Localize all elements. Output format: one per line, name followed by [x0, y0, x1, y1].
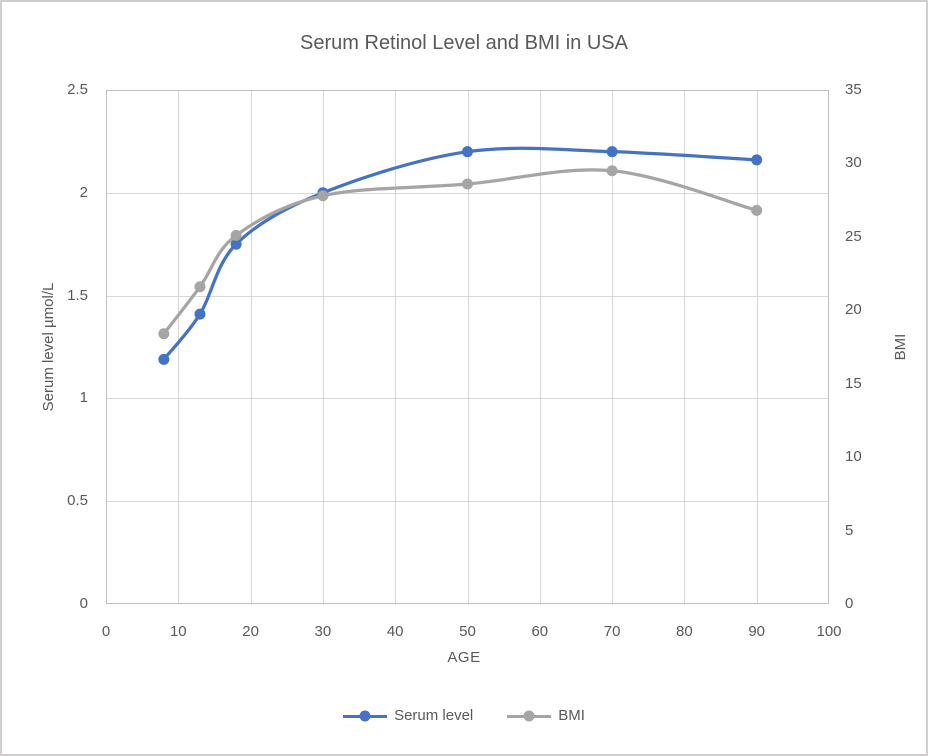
x-axis-tick-label: 30: [314, 623, 332, 640]
x-axis-tick-label: 20: [242, 623, 259, 640]
serum-level-data-point-marker: [606, 146, 618, 158]
plot-area: [106, 90, 829, 604]
x-axis-tick-label: 100: [816, 623, 842, 640]
bmi-data-point-marker: [194, 281, 206, 293]
chart-title: Serum Retinol Level and BMI in USA: [300, 32, 628, 54]
legend-item-serum-level: Serum level: [343, 706, 473, 726]
y-axis-title-left: Serum level µmol/L: [40, 282, 57, 412]
x-axis-tick-label: 40: [386, 623, 404, 640]
x-axis-tick-label: 50: [459, 623, 476, 640]
x-axis-tick-label: 90: [748, 623, 766, 640]
y-axis-right-tick-label: 25: [845, 227, 862, 245]
y-axis-title-right: BMI: [892, 333, 909, 361]
x-axis-title: AGE: [447, 649, 481, 666]
bmi-data-point-marker: [462, 178, 473, 190]
y-axis-right-tick-label: 0: [845, 595, 854, 612]
x-axis-tick-label: 80: [676, 623, 693, 640]
serum-level-data-point-marker: [194, 308, 206, 320]
serum-level-legend-marker-icon: [343, 710, 388, 722]
serum-level-data-point-marker: [462, 146, 473, 158]
y-axis-left-tick-label: 1.5: [67, 286, 88, 304]
y-axis-left-tick-label: 1: [79, 389, 88, 407]
x-axis-tick-label: 0: [101, 623, 111, 640]
y-axis-right-tick-label: 30: [845, 154, 862, 172]
legend: Serum level BMI: [2, 706, 926, 726]
y-axis-right-tick-label: 10: [845, 448, 862, 466]
serum-level-data-point-marker: [158, 353, 170, 365]
serum-level-line: [162, 146, 759, 361]
bmi-data-point-marker: [158, 328, 170, 340]
bmi-data-point-marker: [230, 229, 242, 241]
y-axis-right-tick-label: 35: [845, 81, 862, 98]
y-axis-left-tick-label: 0.5: [67, 492, 88, 510]
bmi-data-point-marker: [317, 190, 329, 202]
bmi-data-point-marker: [751, 204, 763, 216]
serum-level-data-point-marker: [751, 154, 763, 166]
x-axis-tick-label: 10: [169, 623, 187, 640]
y-axis-left-tick-label: 2: [79, 183, 88, 201]
x-axis-tick-label: 60: [531, 623, 549, 640]
serum-level-data-point-marker: [230, 238, 242, 250]
y-axis-left-tick-label: 2.5: [67, 81, 88, 98]
legend-label-serum-level: Serum level: [394, 707, 474, 724]
x-axis-tick-label: 70: [603, 623, 621, 640]
bmi-line: [162, 168, 759, 336]
y-axis-right-tick-label: 5: [845, 521, 854, 539]
legend-label-bmi: BMI: [558, 707, 585, 724]
y-axis-left-tick-label: 0: [79, 595, 88, 612]
bmi-legend-marker-icon: [507, 710, 552, 722]
legend-item-bmi: BMI: [507, 706, 585, 726]
y-axis-right-tick-label: 15: [845, 374, 862, 392]
bmi-data-point-marker: [606, 165, 618, 177]
y-axis-right-tick-label: 20: [845, 301, 862, 319]
plot-border: [106, 90, 829, 604]
